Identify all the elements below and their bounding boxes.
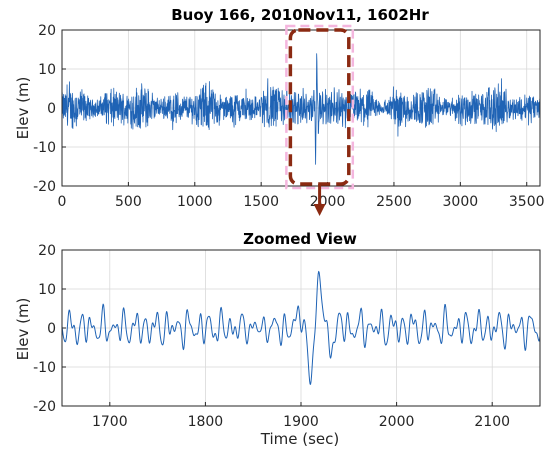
top-ylabel: Elev (m) (14, 77, 32, 140)
bottom-xtick-label: 1900 (283, 414, 319, 430)
bottom-ylabel: Elev (m) (14, 298, 32, 361)
bottom-signal-line (61, 270, 541, 385)
bottom-xtick-label: 2100 (474, 414, 510, 430)
top-ytick-label: 10 (38, 62, 56, 78)
bottom-panel: Zoomed View 1700 1800 1900 2000 2100-20-1001… (14, 230, 541, 448)
bottom-ytick-label: -20 (33, 399, 56, 415)
bottom-plot-frame (61, 249, 541, 407)
highlight-glow (285, 24, 355, 190)
top-xtick-label: 1000 (177, 194, 213, 210)
bottom-tick-labels: 1700 1800 1900 2000 2100 -20 -10 0 10 20 (33, 243, 510, 430)
top-signal-line (61, 53, 541, 165)
bottom-chart-title: Zoomed View (243, 230, 357, 248)
top-xtick-label: 3500 (509, 194, 545, 210)
top-panel: Buoy 166, 2010Nov11, 1602Hr 0 500 1000 1500… (14, 6, 545, 216)
top-xtick-label: 2500 (376, 194, 412, 210)
bottom-ytick-label: -10 (33, 360, 56, 376)
top-chart-title: Buoy 166, 2010Nov11, 1602Hr (171, 6, 429, 24)
top-ytick-label: 20 (38, 23, 56, 39)
bottom-xtick-label: 2000 (379, 414, 415, 430)
top-xtick-label: 3000 (443, 194, 479, 210)
top-ytick-label: 0 (47, 101, 56, 117)
highlight-arrow-head (313, 204, 326, 216)
bottom-xlabel: Time (sec) (260, 430, 339, 448)
bottom-ytick-label: 10 (38, 282, 56, 298)
top-ytick-label: -10 (33, 140, 56, 156)
top-xtick-label: 1500 (243, 194, 279, 210)
top-xtick-label: 0 (58, 194, 67, 210)
bottom-ytick-label: 20 (38, 243, 56, 259)
top-ytick-label: -20 (33, 179, 56, 195)
top-xtick-label: 2000 (310, 194, 346, 210)
top-tick-labels: 0 500 1000 1500 2000 2500 3000 3500 -20 -10 0 10 20 (33, 23, 544, 210)
bottom-xtick-label: 1800 (188, 414, 224, 430)
top-xtick-label: 500 (115, 194, 142, 210)
bottom-ytick-label: 0 (47, 321, 56, 337)
bottom-xtick-label: 1700 (92, 414, 128, 430)
